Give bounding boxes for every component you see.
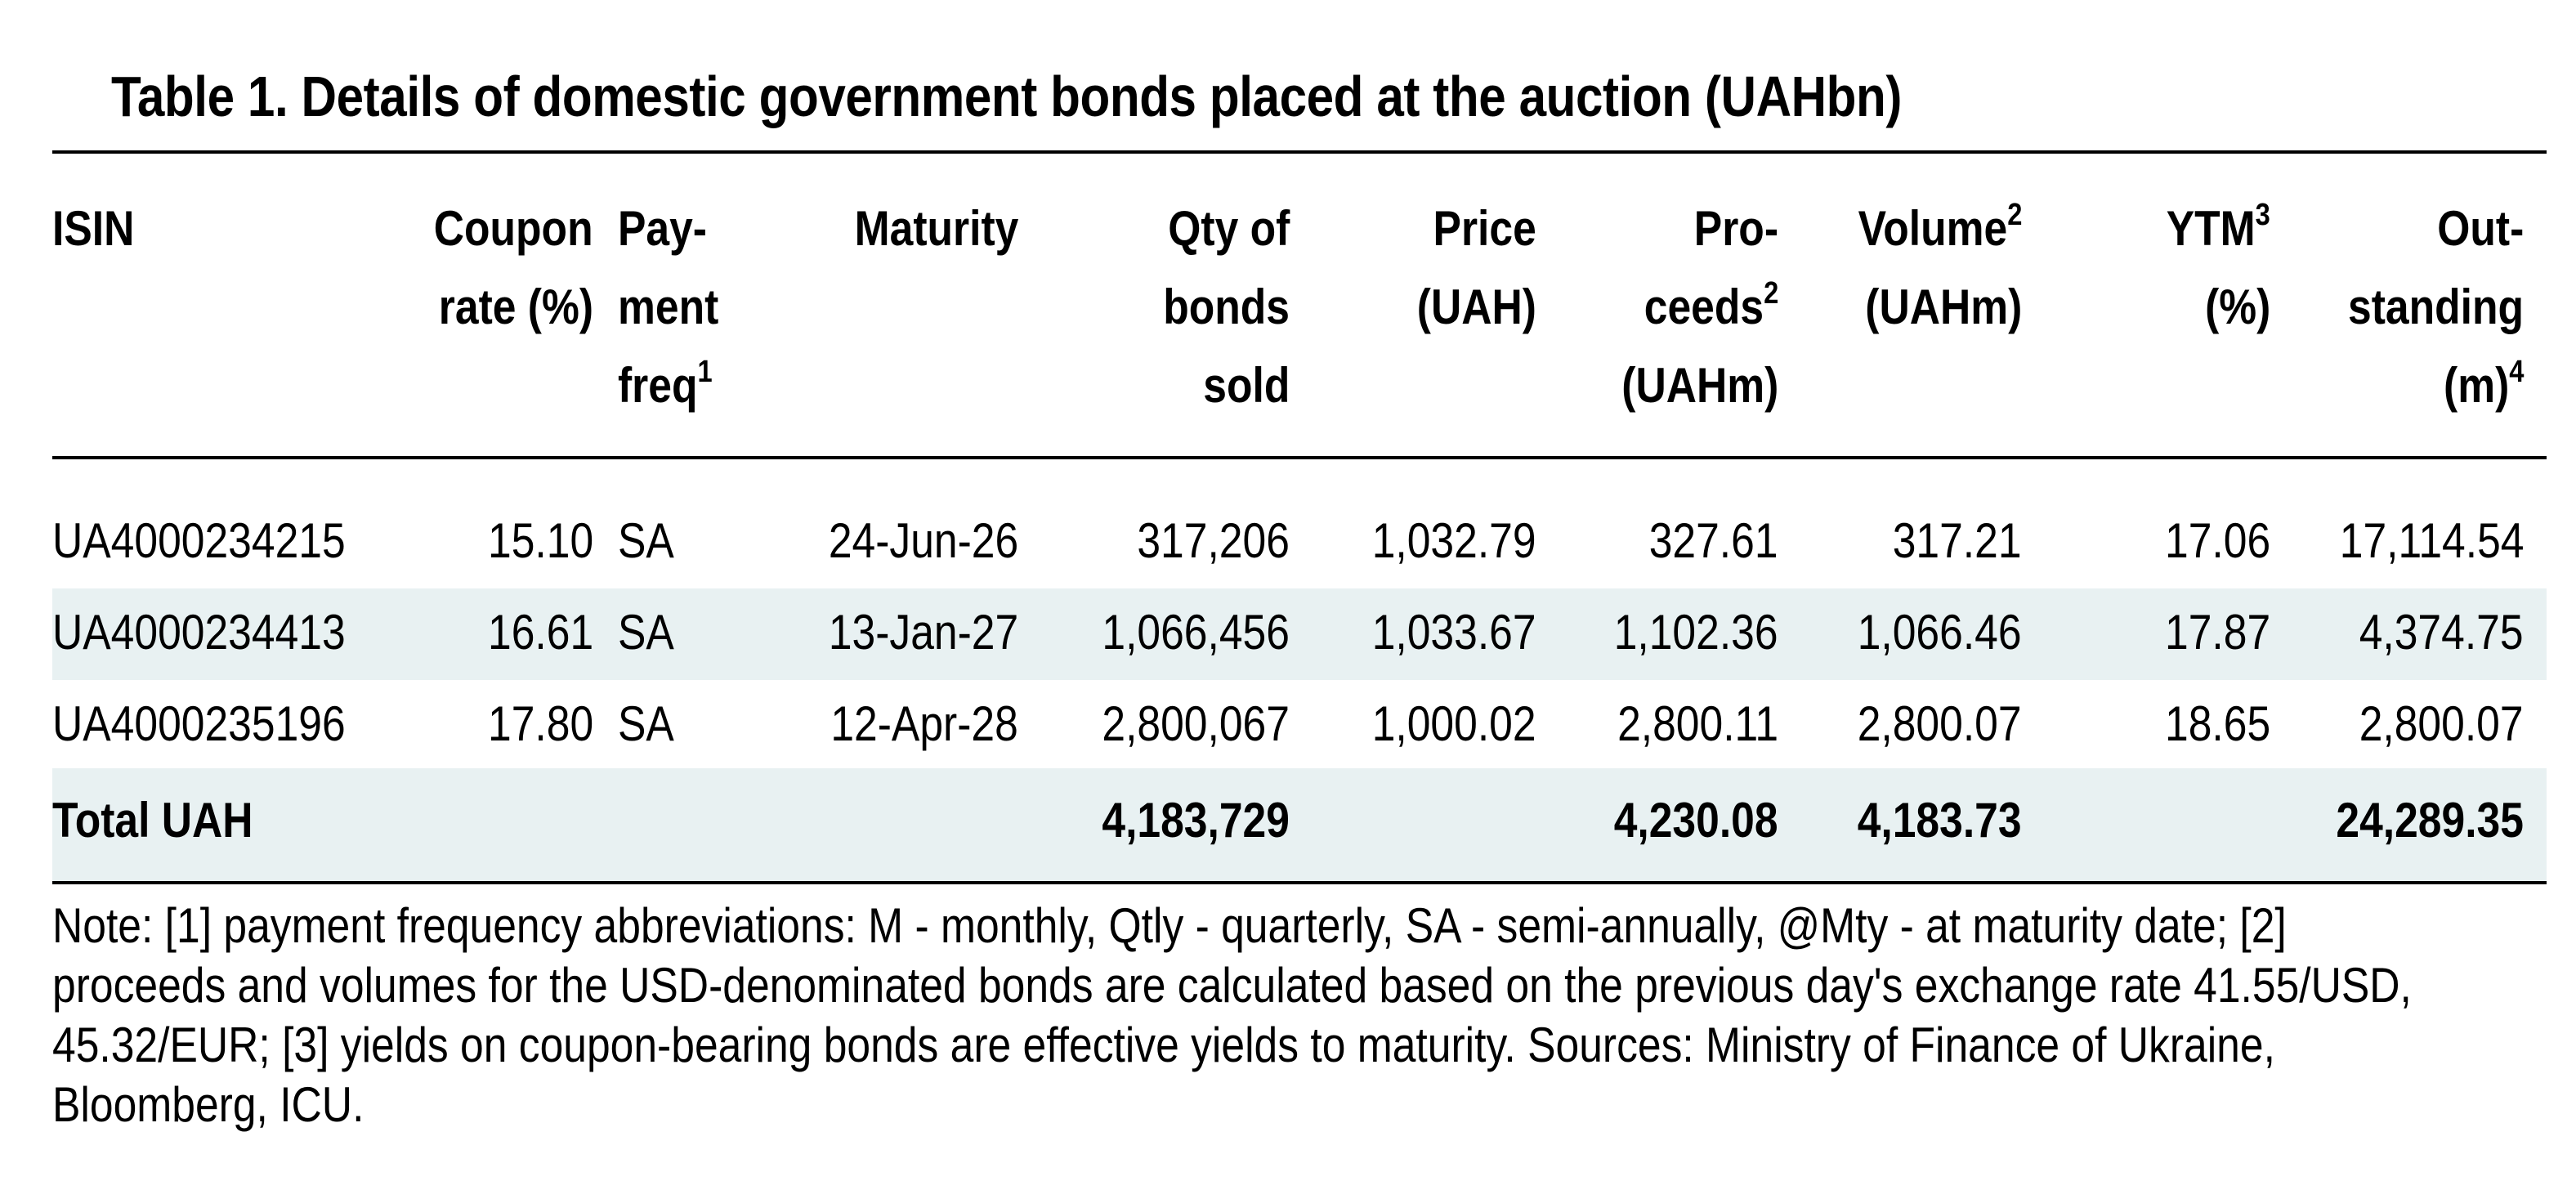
cell-coupon-row-3: 17.80 [487,696,593,751]
header-proceeds-line-0: Pro- [1693,201,1778,256]
cell-proceeds-row-3: 2,800.11 [1617,696,1778,751]
cell-isin-row-1: UA4000234215 [52,513,346,568]
header-outstanding-line-1: standing [2348,280,2524,334]
footnote-marker: 1 [697,355,713,389]
header-qty-line-0: Qty of [1167,201,1290,256]
cell-isin-row-2: UA4000234413 [52,605,346,660]
footnote-marker: 4 [2508,355,2524,389]
top-rule [52,150,2547,154]
row-band-2 [52,588,2547,680]
cell-freq-row-2: SA [618,605,674,660]
table-note: Note: [1] payment frequency abbreviation… [52,898,2412,1132]
bottom-rule [52,881,2547,884]
cell-volume-row-2: 1,066.46 [1858,605,2022,660]
header-qty-line-1: bonds [1163,280,1290,334]
table-title: Table 1. Details of domestic government … [111,65,1902,128]
cell-qty-row-2: 1,066,456 [1102,605,1290,660]
header-rule [52,456,2547,459]
header-outstanding-line-0: Out- [2436,201,2524,256]
header-coupon-line-0: Coupon [434,201,593,256]
cell-freq-row-3: SA [618,696,674,751]
cell-maturity-row-3: 12-Apr-28 [830,696,1018,751]
cell-ytm-row-3: 18.65 [2164,696,2270,751]
cell-coupon-row-1: 15.10 [487,513,593,568]
cell-qty-row-1: 317,206 [1137,513,1290,568]
header-freq-line-2: freq1 [618,355,713,413]
header-price-line-0: Price [1433,201,1536,256]
cell-price-row-1: 1,032.79 [1372,513,1536,568]
header-freq-line-1: ment [618,280,719,334]
header-volume-line-1: (UAHm) [1864,280,2022,334]
cell-volume-row-1: 317.21 [1893,513,2022,568]
cell-price-row-2: 1,033.67 [1372,605,1536,660]
cell-proceeds-row-2: 1,102.36 [1614,605,1778,660]
total-proceeds: 4,230.08 [1614,793,1778,848]
header-proceeds-line-2: (UAHm) [1621,358,1778,413]
header-isin-line-0: ISIN [52,201,135,256]
header-volume-line-0: Volume2 [1858,198,2022,256]
cell-maturity-row-2: 13-Jan-27 [828,605,1018,660]
footnote-marker: 2 [2006,198,2022,232]
cell-price-row-3: 1,000.02 [1372,696,1536,751]
header-freq-line-0: Pay- [618,201,708,256]
total-qty: 4,183,729 [1102,793,1290,848]
header-ytm-line-1: (%) [2204,280,2270,334]
cell-outstanding-row-2: 4,374.75 [2359,605,2524,660]
cell-isin-row-3: UA4000235196 [52,696,346,751]
cell-freq-row-1: SA [618,513,674,568]
header-price-line-1: (UAH) [1416,280,1536,334]
cell-ytm-row-2: 17.87 [2164,605,2270,660]
total-isin: Total UAH [52,793,253,848]
header-qty-line-2: sold [1202,358,1290,413]
cell-volume-row-3: 2,800.07 [1858,696,2022,751]
header-ytm-line-0: YTM3 [2166,198,2270,256]
cell-qty-row-3: 2,800,067 [1102,696,1290,751]
cell-coupon-row-2: 16.61 [487,605,593,660]
footnote-marker: 2 [1763,276,1778,311]
footnote-marker: 3 [2255,198,2270,232]
total-volume: 4,183.73 [1858,793,2022,848]
header-maturity-line-0: Maturity [854,201,1018,256]
header-outstanding-line-2: (m)4 [2443,355,2524,413]
total-outstanding: 24,289.35 [2336,793,2524,848]
cell-ytm-row-1: 17.06 [2164,513,2270,568]
header-coupon-line-1: rate (%) [438,280,593,334]
total-band [52,768,2547,883]
cell-outstanding-row-3: 2,800.07 [2359,696,2524,751]
header-proceeds-line-1: ceeds2 [1644,276,1778,334]
cell-outstanding-row-1: 17,114.54 [2339,513,2524,568]
cell-maturity-row-1: 24-Jun-26 [828,513,1018,568]
cell-proceeds-row-1: 327.61 [1649,513,1778,568]
